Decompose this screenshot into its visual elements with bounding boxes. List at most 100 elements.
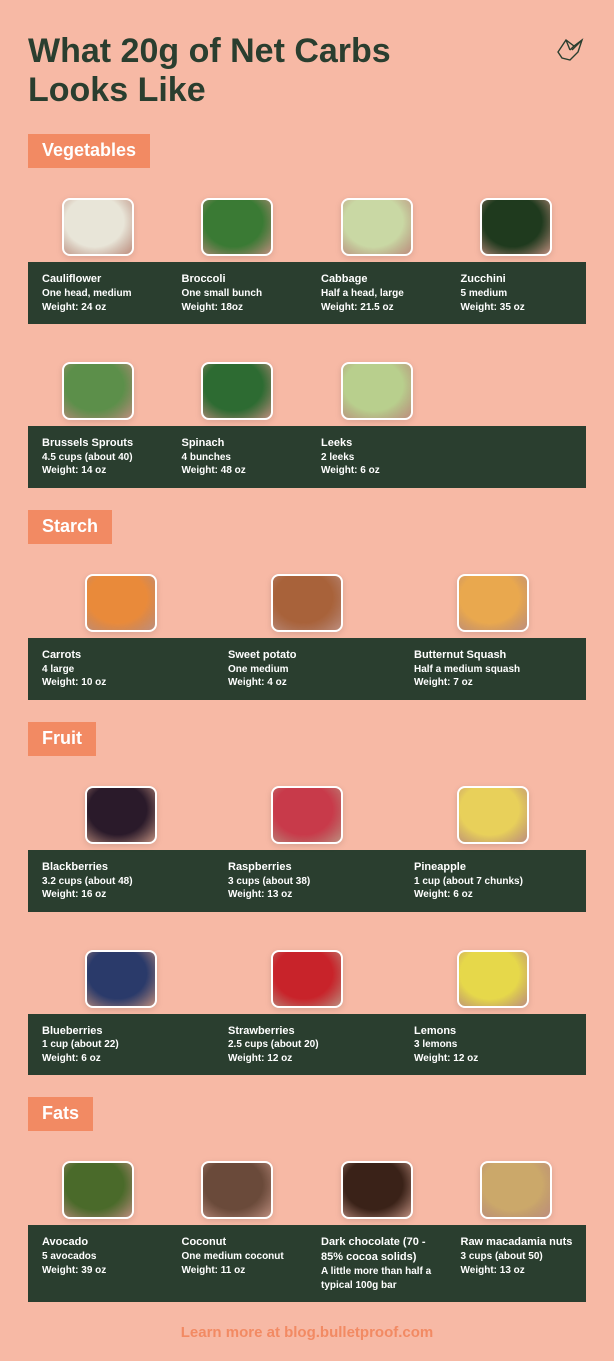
food-icon	[201, 1161, 273, 1219]
food-icon	[341, 362, 413, 420]
food-portion: 2 leeks	[321, 451, 441, 465]
food-cell: Carrots4 largeWeight: 10 oz	[28, 648, 214, 690]
food-image-slot	[307, 342, 447, 420]
food-name: Cabbage	[321, 272, 441, 287]
caption-bar: CauliflowerOne head, mediumWeight: 24 oz…	[28, 262, 586, 324]
food-icon	[341, 1161, 413, 1219]
food-image-slot	[447, 178, 587, 256]
food-weight: Weight: 35 oz	[461, 301, 581, 315]
food-portion: 2.5 cups (about 20)	[228, 1038, 394, 1052]
food-portion: 3 cups (about 50)	[461, 1250, 581, 1264]
page-title: What 20g of Net Carbs Looks Like	[28, 32, 448, 110]
food-name: Dark chocolate (70 - 85% cocoa solids)	[321, 1235, 441, 1265]
section: StarchCarrots4 largeWeight: 10 ozSweet p…	[28, 510, 586, 700]
food-portion: 3 lemons	[414, 1038, 580, 1052]
image-row	[28, 1141, 586, 1219]
food-cell: Strawberries2.5 cups (about 20)Weight: 1…	[214, 1024, 400, 1066]
food-weight: Weight: 4 oz	[228, 676, 394, 690]
food-image-slot	[400, 766, 586, 844]
food-image-slot	[28, 554, 214, 632]
food-icon	[201, 198, 273, 256]
food-portion: 4.5 cups (about 40)	[42, 451, 162, 465]
food-portion: 1 cup (about 22)	[42, 1038, 208, 1052]
food-name: Pineapple	[414, 860, 580, 875]
food-icon	[62, 362, 134, 420]
caption-bar: Carrots4 largeWeight: 10 ozSweet potatoO…	[28, 638, 586, 700]
food-image-slot	[400, 554, 586, 632]
image-row	[28, 930, 586, 1008]
food-weight: Weight: 6 oz	[414, 888, 580, 902]
food-image-slot	[28, 342, 168, 420]
food-name: Butternut Squash	[414, 648, 580, 663]
food-cell: Zucchini5 mediumWeight: 35 oz	[447, 272, 587, 314]
food-portion: 5 medium	[461, 287, 581, 301]
food-icon	[341, 198, 413, 256]
food-portion: 1 cup (about 7 chunks)	[414, 875, 580, 889]
food-cell: CabbageHalf a head, largeWeight: 21.5 oz	[307, 272, 447, 314]
header: What 20g of Net Carbs Looks Like	[28, 32, 586, 110]
food-name: Leeks	[321, 436, 441, 451]
food-cell: BroccoliOne small bunchWeight: 18oz	[168, 272, 308, 314]
food-weight: Weight: 12 oz	[414, 1052, 580, 1066]
food-name: Brussels Sprouts	[42, 436, 162, 451]
food-cell: Dark chocolate (70 - 85% cocoa solids)A …	[307, 1235, 447, 1292]
food-icon	[457, 950, 529, 1008]
image-row	[28, 342, 586, 420]
footer-link[interactable]: Learn more at blog.bulletproof.com	[28, 1324, 586, 1341]
food-cell: Sweet potatoOne mediumWeight: 4 oz	[214, 648, 400, 690]
food-name: Broccoli	[182, 272, 302, 287]
food-portion: 3 cups (about 38)	[228, 875, 394, 889]
food-portion: 4 bunches	[182, 451, 302, 465]
food-icon	[85, 786, 157, 844]
food-cell: CauliflowerOne head, mediumWeight: 24 oz	[28, 272, 168, 314]
food-portion: Half a medium squash	[414, 663, 580, 677]
food-image-slot	[447, 1141, 587, 1219]
food-weight: Weight: 24 oz	[42, 301, 162, 315]
food-image-slot	[307, 1141, 447, 1219]
food-portion: One small bunch	[182, 287, 302, 301]
food-icon	[85, 574, 157, 632]
food-icon	[480, 198, 552, 256]
food-portion: One head, medium	[42, 287, 162, 301]
food-portion: One medium	[228, 663, 394, 677]
food-icon	[271, 574, 343, 632]
food-name: Blueberries	[42, 1024, 208, 1039]
image-row	[28, 178, 586, 256]
food-image-slot	[168, 178, 308, 256]
food-name: Strawberries	[228, 1024, 394, 1039]
food-image-slot	[168, 1141, 308, 1219]
food-weight: Weight: 13 oz	[228, 888, 394, 902]
food-cell: Pineapple1 cup (about 7 chunks)Weight: 6…	[400, 860, 586, 902]
food-cell	[447, 436, 587, 478]
caption-bar: Avocado5 avocadosWeight: 39 ozCoconutOne…	[28, 1225, 586, 1302]
food-cell: Brussels Sprouts4.5 cups (about 40)Weigh…	[28, 436, 168, 478]
food-icon	[62, 198, 134, 256]
food-cell: CoconutOne medium coconutWeight: 11 oz	[168, 1235, 308, 1292]
food-image-slot	[400, 930, 586, 1008]
food-image-slot	[28, 1141, 168, 1219]
caption-bar: Brussels Sprouts4.5 cups (about 40) Weigh…	[28, 426, 586, 488]
food-image-slot	[28, 178, 168, 256]
food-name: Avocado	[42, 1235, 162, 1250]
food-weight: Weight: 48 oz	[182, 464, 302, 478]
food-cell: Spinach4 bunchesWeight: 48 oz	[168, 436, 308, 478]
food-name: Coconut	[182, 1235, 302, 1250]
section: FatsAvocado5 avocadosWeight: 39 ozCoconu…	[28, 1097, 586, 1302]
food-weight: Weight: 13 oz	[461, 1264, 581, 1278]
food-name: Carrots	[42, 648, 208, 663]
food-image-slot	[307, 178, 447, 256]
food-name: Blackberries	[42, 860, 208, 875]
food-name: Raw macadamia nuts	[461, 1235, 581, 1250]
food-icon	[62, 1161, 134, 1219]
food-name: Zucchini	[461, 272, 581, 287]
food-image-slot	[214, 554, 400, 632]
food-icon	[271, 950, 343, 1008]
food-icon	[457, 786, 529, 844]
food-portion: Half a head, large	[321, 287, 441, 301]
food-image-slot	[214, 930, 400, 1008]
image-row	[28, 554, 586, 632]
food-name: Spinach	[182, 436, 302, 451]
food-name: Raspberries	[228, 860, 394, 875]
food-portion: 3.2 cups (about 48)	[42, 875, 208, 889]
bird-logo-icon	[552, 32, 586, 66]
